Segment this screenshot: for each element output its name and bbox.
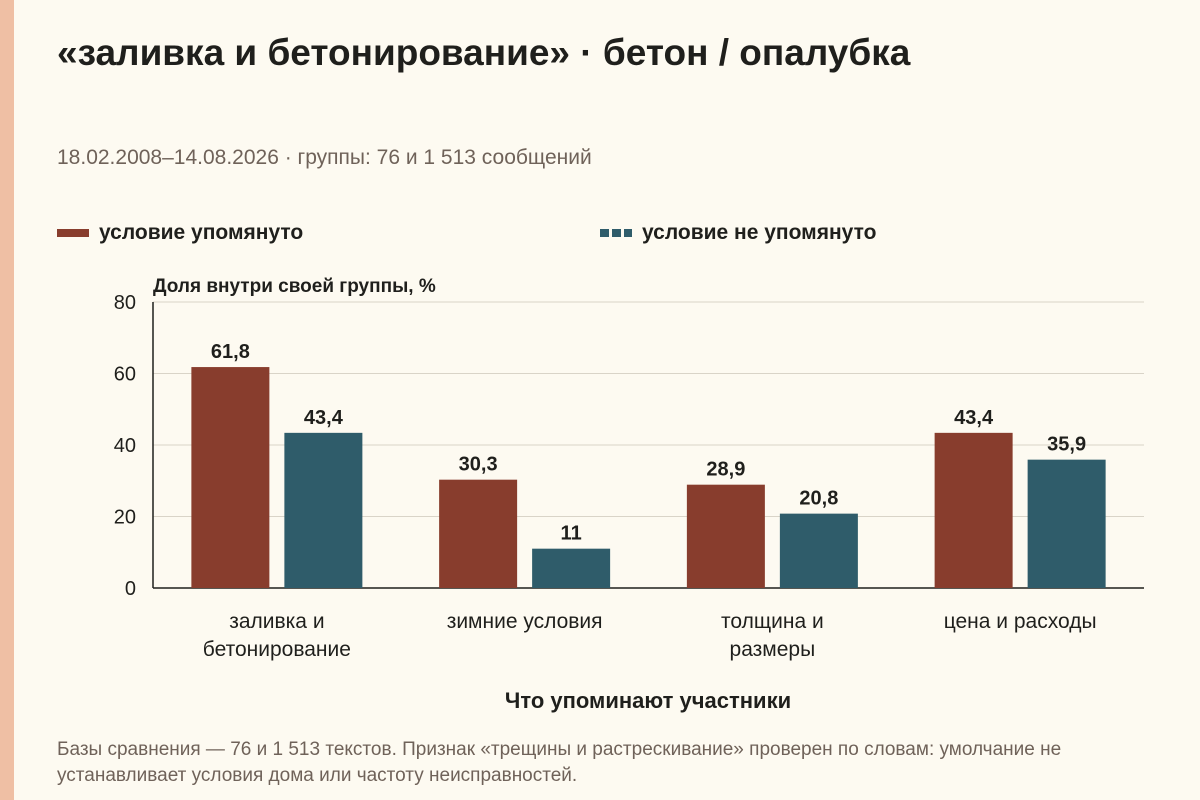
accent-strip bbox=[0, 0, 14, 800]
bar-value-label: 28,9 bbox=[706, 459, 745, 481]
bar-value-label: 35,9 bbox=[1047, 434, 1086, 456]
legend-item-not-mentioned: условие не упомянуто bbox=[600, 219, 876, 247]
x-tick-label: толщина и bbox=[721, 610, 824, 633]
y-tick-label: 60 bbox=[114, 364, 136, 386]
x-tick-label: заливка и bbox=[229, 610, 324, 633]
bar-chart: 0 20 40 60 80 Доля внутри своей группы, % 61,8… bbox=[114, 276, 1144, 713]
y-tick-label: 20 bbox=[114, 507, 136, 529]
bar-value-label: 30,3 bbox=[459, 454, 498, 476]
chart-title: «заливка и бетонирование» · бетон / опал… bbox=[57, 32, 911, 73]
y-tick-label: 80 bbox=[114, 292, 136, 314]
bar bbox=[532, 548, 611, 588]
bar bbox=[439, 479, 518, 588]
bar-value-label: 20,8 bbox=[799, 488, 838, 510]
bar bbox=[934, 432, 1013, 588]
x-tick-label: размеры bbox=[730, 638, 816, 661]
x-tick-label: бетонирование bbox=[203, 638, 351, 661]
legend-label-mentioned: условие упомянуто bbox=[99, 221, 304, 244]
footnote: Базы сравнения — 76 и 1 513 текстов. При… bbox=[57, 739, 1062, 786]
bar-value-label: 61,8 bbox=[211, 341, 250, 363]
y-tick-label: 0 bbox=[125, 578, 136, 600]
bar bbox=[1027, 459, 1106, 588]
legend-swatch-dashed bbox=[600, 229, 632, 237]
legend-item-mentioned: условие упомянуто bbox=[57, 219, 303, 247]
y-tick-label: 40 bbox=[114, 435, 136, 457]
bar-value-label: 11 bbox=[561, 523, 582, 545]
legend-label-not-mentioned: условие не упомянуто bbox=[642, 221, 877, 244]
legend-swatch-solid bbox=[57, 229, 89, 237]
x-tick-label: зимние условия bbox=[447, 610, 603, 633]
y-axis-label: Доля внутри своей группы, % bbox=[153, 276, 436, 297]
x-tick-label: цена и расходы bbox=[944, 610, 1097, 633]
bar bbox=[284, 432, 363, 588]
bar bbox=[779, 513, 858, 588]
bar-value-label: 43,4 bbox=[304, 407, 344, 429]
bar bbox=[686, 484, 765, 588]
bar-value-label: 43,4 bbox=[954, 407, 994, 429]
x-axis-label: Что упоминают участники bbox=[505, 688, 791, 713]
bar bbox=[191, 367, 270, 588]
chart-subtitle: 18.02.2008–14.08.2026 · группы: 76 и 1 5… bbox=[57, 146, 592, 169]
